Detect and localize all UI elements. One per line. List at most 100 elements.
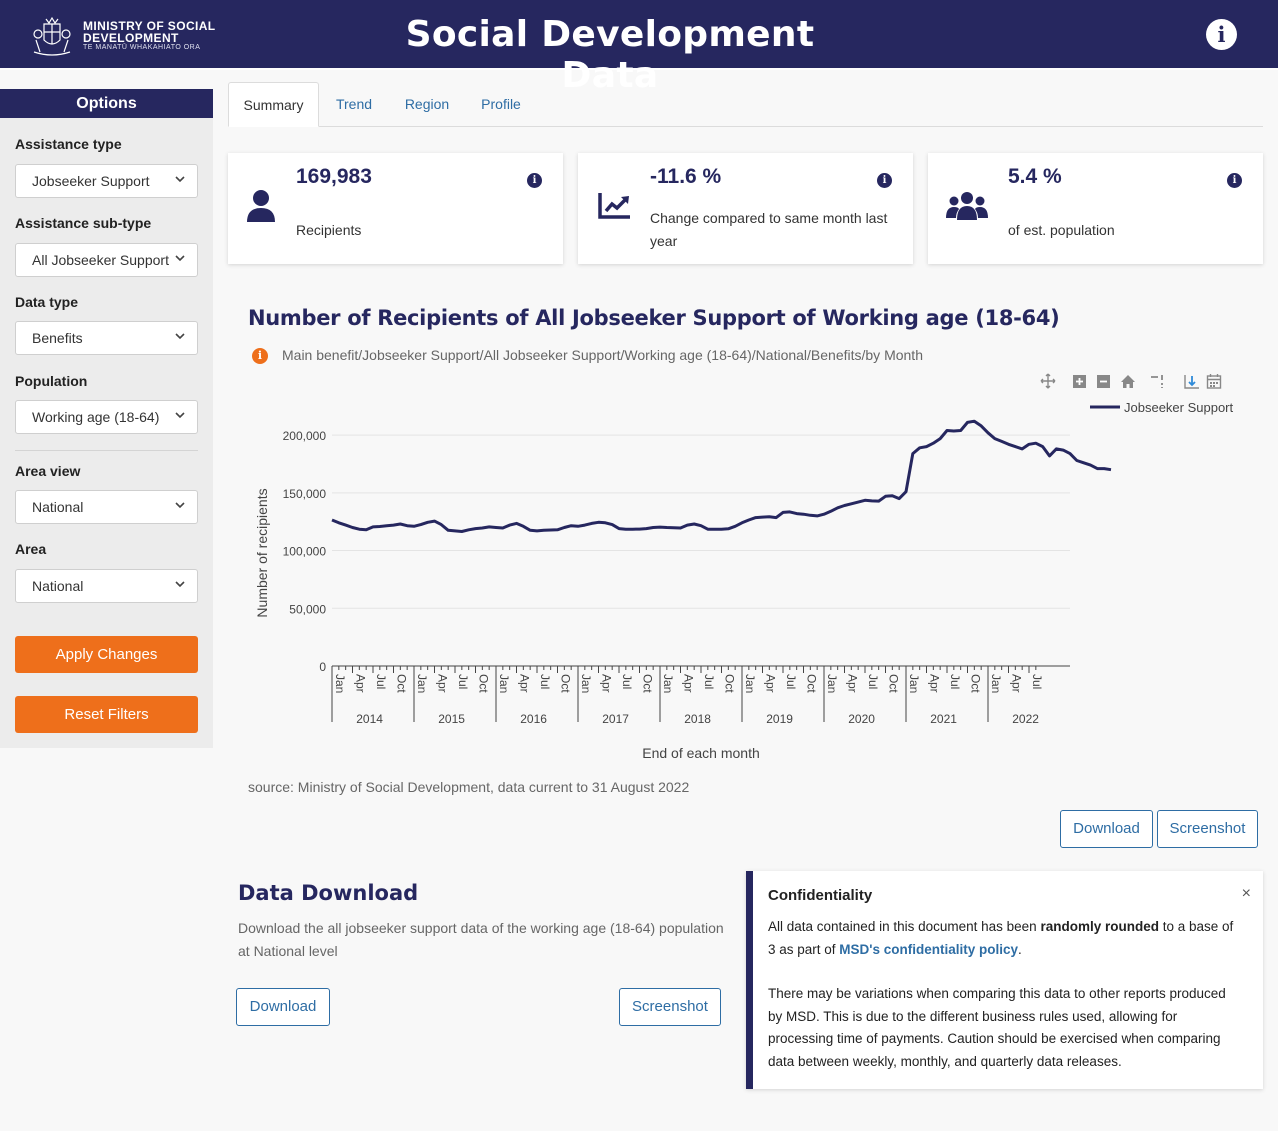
x-tick-label: Jul xyxy=(620,674,634,689)
confidentiality-text: All data contained in this document has … xyxy=(768,919,1041,934)
line-chart[interactable]: 0 50,000 100,000 150,000 200,000 Jan Apr Jul Oc… xyxy=(240,392,1250,772)
confidentiality-policy-link[interactable]: MSD's confidentiality policy xyxy=(839,941,1019,957)
x-tick-label: Oct xyxy=(395,674,409,693)
pan-icon[interactable] xyxy=(1040,372,1056,390)
x-tick-label: Oct xyxy=(969,674,983,693)
data-download-button[interactable]: Download xyxy=(236,988,330,1026)
x-tick-label: Jan xyxy=(415,674,429,693)
x-year-label: 2016 xyxy=(520,712,547,726)
x-tick-label: Jan xyxy=(661,674,675,693)
x-tick-label: Apr xyxy=(764,674,778,693)
confidentiality-paragraph-2: There may be variations when comparing t… xyxy=(768,986,1226,1069)
tab-trend[interactable]: Trend xyxy=(335,96,373,112)
options-sidebar: Options Assistance type Jobseeker Suppor… xyxy=(0,89,213,748)
assistance-type-label: Assistance type xyxy=(15,136,122,152)
series-line-jobseeker-support[interactable] xyxy=(331,419,1112,533)
x-tick-label: Apr xyxy=(518,674,532,693)
chevron-down-icon xyxy=(175,255,185,262)
info-icon[interactable]: i xyxy=(1206,19,1237,50)
x-year-label: 2021 xyxy=(930,712,957,726)
x-tick-label: Oct xyxy=(559,674,573,693)
confidentiality-title: Confidentiality xyxy=(768,887,873,904)
assistance-subtype-select[interactable]: All Jobseeker Support xyxy=(15,243,198,277)
recipients-card: 169,983 Recipients i xyxy=(228,153,563,264)
x-axis: Jan Apr Jul Oct Jan Apr Jul Oct Jan Apr Jul Oct Jan A… xyxy=(331,665,1070,726)
x-tick-label: Oct xyxy=(887,674,901,693)
x-tick-label: Jul xyxy=(1030,674,1044,689)
app-title: Social Development Data xyxy=(405,14,815,96)
area-label: Area xyxy=(15,541,47,557)
x-tick-label: Oct xyxy=(723,674,737,693)
zoom-in-icon[interactable] xyxy=(1072,372,1088,390)
x-tick-label: Jul xyxy=(702,674,716,689)
chart-gridlines xyxy=(332,434,1070,609)
assistance-type-select[interactable]: Jobseeker Support xyxy=(15,164,198,198)
msd-logo[interactable]: MINISTRY OF SOCIAL DEVELOPMENT TE MANATŪ… xyxy=(30,14,215,56)
area-value: National xyxy=(32,578,84,594)
x-tick-label: Apr xyxy=(436,674,450,693)
calendar-icon[interactable] xyxy=(1206,372,1222,390)
download-button[interactable]: Download xyxy=(1060,810,1153,848)
area-select[interactable]: National xyxy=(15,569,198,603)
area-view-label: Area view xyxy=(15,463,81,479)
population-value: Working age (18-64) xyxy=(32,409,160,425)
logo-text-line1: MINISTRY OF SOCIAL xyxy=(83,19,216,33)
close-icon[interactable]: × xyxy=(1241,885,1251,902)
recipients-value: 169,983 xyxy=(296,165,372,188)
x-year-label: 2022 xyxy=(1012,712,1039,726)
x-tick-label: Oct xyxy=(641,674,655,693)
logo-text-line3: TE MANATŪ WHAKAHIATO ORA xyxy=(83,44,201,51)
area-view-select[interactable]: National xyxy=(15,490,198,524)
tab-region[interactable]: Region xyxy=(404,96,450,112)
x-year-label: 2019 xyxy=(766,712,793,726)
tab-profile[interactable]: Profile xyxy=(481,96,521,112)
data-type-select[interactable]: Benefits xyxy=(15,321,198,355)
info-icon[interactable]: i xyxy=(252,348,268,364)
info-icon[interactable]: i xyxy=(527,173,542,188)
apply-changes-button[interactable]: Apply Changes xyxy=(15,636,198,673)
chevron-down-icon xyxy=(175,333,185,340)
y-axis-ticks: 0 50,000 100,000 150,000 200,000 xyxy=(283,429,327,674)
x-year-label: 2018 xyxy=(684,712,711,726)
chart-title: Number of Recipients of All Jobseeker Su… xyxy=(248,306,1060,330)
chevron-down-icon xyxy=(175,412,185,419)
info-icon[interactable]: i xyxy=(1227,173,1242,188)
chevron-down-icon xyxy=(175,581,185,588)
info-icon[interactable]: i xyxy=(877,173,892,188)
population-select[interactable]: Working age (18-64) xyxy=(15,400,198,434)
person-icon xyxy=(247,190,275,222)
options-title: Options xyxy=(0,89,213,118)
y-axis-title: Number of recipients xyxy=(254,488,270,617)
x-year-label: 2020 xyxy=(848,712,875,726)
assistance-subtype-value: All Jobseeker Support xyxy=(32,252,169,268)
confidentiality-bold-text: randomly rounded xyxy=(1040,919,1159,934)
confidentiality-notice: Confidentiality × All data contained in … xyxy=(746,871,1263,1089)
chart-legend[interactable]: Jobseeker Support xyxy=(1090,400,1234,415)
chart-source: source: Ministry of Social Development, … xyxy=(248,779,690,795)
population-card: 5.4 % of est. population i xyxy=(928,153,1263,264)
top-navbar: MINISTRY OF SOCIAL DEVELOPMENT TE MANATŪ… xyxy=(0,0,1278,96)
x-tick-label: Jan xyxy=(497,674,511,693)
compare-hover-icon[interactable] xyxy=(1184,372,1200,390)
data-download-description: Download the all jobseeker support data … xyxy=(238,920,724,959)
screenshot-button[interactable]: Screenshot xyxy=(1157,810,1258,848)
legend-label: Jobseeker Support xyxy=(1124,400,1234,415)
x-tick-label: Jan xyxy=(333,674,347,693)
logo-text-line2: DEVELOPMENT xyxy=(83,31,179,45)
tab-bar: Summary Trend Region Profile xyxy=(228,82,1263,127)
x-tick-label: Apr xyxy=(600,674,614,693)
reset-filters-button[interactable]: Reset Filters xyxy=(15,696,198,733)
y-tick-label: 0 xyxy=(319,660,326,674)
tab-summary[interactable]: Summary xyxy=(228,82,319,127)
data-screenshot-button[interactable]: Screenshot xyxy=(619,988,721,1026)
chart-subtitle: Main benefit/Jobseeker Support/All Jobse… xyxy=(282,347,923,363)
reset-axes-icon[interactable] xyxy=(1120,372,1136,390)
x-tick-label: Jul xyxy=(538,674,552,689)
zoom-out-icon[interactable] xyxy=(1096,372,1112,390)
x-year-label: 2015 xyxy=(438,712,465,726)
spike-lines-icon[interactable] xyxy=(1150,372,1166,390)
population-label: Population xyxy=(15,373,88,389)
recipients-label: Recipients xyxy=(296,222,362,238)
confidentiality-text: to a base of 3 as part of xyxy=(768,919,1234,957)
area-view-value: National xyxy=(32,499,84,515)
